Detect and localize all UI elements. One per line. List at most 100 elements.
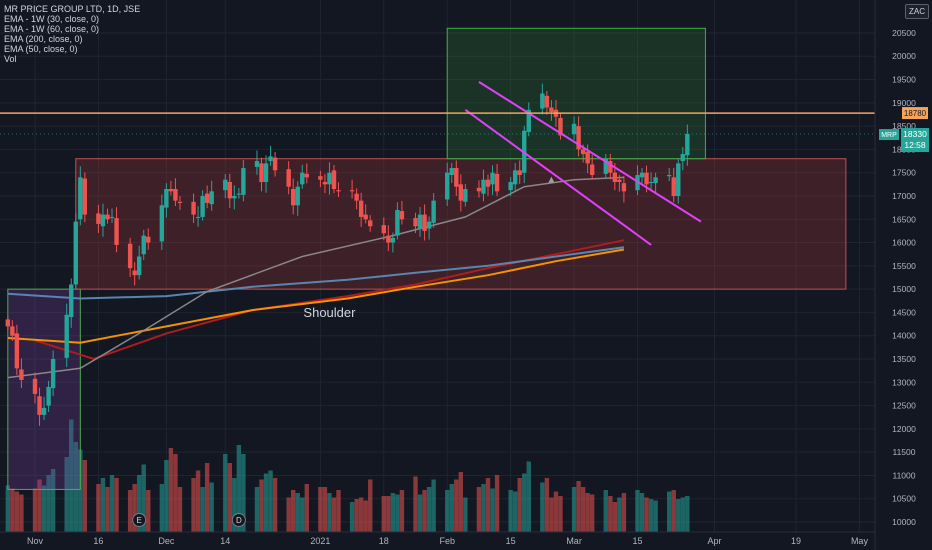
volume-bar	[331, 497, 337, 532]
candle-body	[37, 396, 42, 415]
volume-bar	[617, 497, 622, 532]
volume-bar	[318, 487, 323, 532]
volume-bar	[64, 457, 69, 532]
candle-body	[517, 170, 522, 176]
price-tick-label: 12500	[892, 401, 916, 411]
candle-body	[191, 201, 196, 215]
legend-ema-200[interactable]: EMA (200, close, 0)	[4, 34, 83, 44]
volume-bar	[200, 487, 205, 532]
currency-badge[interactable]: ZAC	[905, 4, 929, 19]
volume-bar	[386, 496, 391, 532]
candle-body	[223, 179, 228, 191]
candle-body	[639, 172, 645, 178]
candle-body	[263, 163, 269, 183]
price-tick-label: 13500	[892, 354, 916, 364]
candle-body	[272, 157, 278, 171]
candle-body	[132, 270, 137, 276]
candle-body	[395, 209, 400, 236]
legend-title[interactable]: MR PRICE GROUP LTD, 1D, JSE	[4, 4, 141, 14]
volume-bar	[168, 448, 174, 532]
volume-bar	[10, 488, 15, 532]
price-tick-label: 20500	[892, 28, 916, 38]
volume-bar	[368, 479, 373, 532]
candle-body	[96, 213, 101, 224]
candle-body	[41, 407, 47, 415]
volume-bar	[259, 479, 264, 532]
candle-body	[617, 179, 622, 183]
candle-body	[676, 163, 681, 196]
volume-bar	[96, 484, 101, 532]
price-tick-label: 13000	[892, 377, 916, 387]
volume-bar	[291, 490, 296, 532]
candle-body	[300, 172, 305, 185]
volume-bar	[173, 454, 178, 532]
volume-bar	[209, 482, 214, 532]
candle-body	[671, 177, 676, 196]
candle-body	[512, 170, 518, 185]
volume-bar	[454, 479, 459, 532]
candle-body	[390, 237, 396, 243]
volume-bar	[177, 487, 183, 532]
legend-ema-30w[interactable]: EMA - 1W (30, close, 0)	[4, 14, 100, 24]
price-tick-label: 16500	[892, 214, 916, 224]
candle-body	[19, 369, 24, 380]
volume-bar	[78, 449, 83, 532]
price-tick-label: 19000	[892, 98, 916, 108]
volume-bar	[336, 490, 341, 532]
volume-bar	[413, 476, 418, 532]
legend-ema-60w[interactable]: EMA - 1W (60, close, 0)	[4, 24, 100, 34]
candle-body	[259, 163, 264, 183]
candle-body	[476, 187, 482, 192]
volume-bar	[571, 487, 577, 532]
candle-body	[431, 200, 436, 223]
annotation-shoulder: Shoulder	[303, 305, 356, 320]
volume-bar	[295, 493, 300, 532]
channel-line	[478, 81, 702, 223]
volume-bar	[576, 481, 581, 532]
price-tick-label: 17000	[892, 191, 916, 201]
candle-body	[241, 168, 246, 195]
candle-body	[14, 333, 20, 369]
ema-line	[7, 176, 624, 379]
volume-bar	[494, 475, 500, 532]
candle-body	[585, 151, 590, 164]
candle-body	[490, 172, 495, 185]
candle-body	[168, 188, 174, 192]
event-marker-label: D	[236, 516, 242, 525]
candle-body	[322, 182, 328, 185]
volume-bar	[612, 502, 618, 532]
time-tick-label: 15	[632, 536, 642, 546]
candle-body	[481, 179, 486, 194]
time-tick-label: 16	[93, 536, 103, 546]
candle-body	[10, 326, 15, 336]
volume-bar	[5, 485, 11, 532]
volume-bar	[195, 470, 201, 532]
last-price-box	[901, 128, 929, 153]
candle-body	[105, 214, 110, 220]
volume-bar	[517, 478, 522, 532]
candle-body	[64, 314, 69, 358]
candle-body	[286, 169, 291, 187]
candle-body	[354, 193, 359, 201]
price-tick-label: 14000	[892, 331, 916, 341]
candle-body	[200, 195, 205, 217]
legend-volume[interactable]: Vol	[4, 54, 17, 64]
candle-body	[558, 117, 563, 136]
zone-box	[446, 27, 706, 160]
volume-bar	[100, 478, 106, 532]
candle-body	[413, 218, 418, 227]
volume-bar	[127, 490, 133, 532]
volume-bar	[322, 487, 328, 532]
volume-bar	[608, 496, 613, 532]
legend-ema-50[interactable]: EMA (50, close, 0)	[4, 44, 78, 54]
volume-bar	[417, 494, 423, 532]
candle-body	[449, 168, 454, 176]
volume-bar	[671, 490, 676, 532]
candle-body	[336, 190, 341, 192]
volume-bar	[141, 464, 146, 532]
candle-body	[544, 95, 550, 108]
candle-body	[603, 158, 608, 174]
price-tick-label: 12000	[892, 424, 916, 434]
volume-bar	[476, 487, 482, 532]
